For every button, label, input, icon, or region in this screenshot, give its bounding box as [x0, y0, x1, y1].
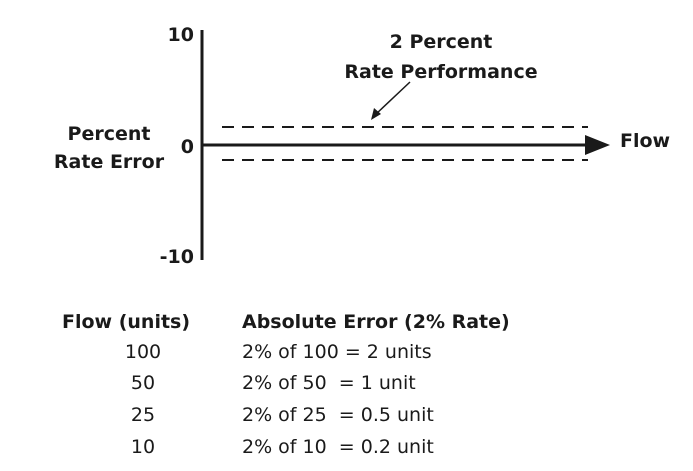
table-header-error: Absolute Error (2% Rate) [242, 311, 510, 333]
table-row-error: 2% of 10 = 0.2 unit [242, 436, 434, 458]
y-tick-top: 10 [167, 24, 194, 46]
table-row-error: 2% of 100 = 2 units [242, 341, 432, 363]
table-row-error: 2% of 25 = 0.5 unit [242, 404, 434, 426]
callout-arrowhead [371, 108, 381, 120]
y-axis-label-line2: Rate Error [53, 151, 165, 173]
x-axis-label: Flow [620, 130, 671, 152]
table-row-flow: 50 [130, 372, 156, 394]
band-title-line1: 2 Percent [389, 31, 493, 53]
y-axis-label-line1: Percent [67, 123, 151, 145]
table-header-flow: Flow (units) [62, 311, 191, 333]
table-row-flow: 25 [130, 404, 156, 426]
band-title-line2: Rate Performance [344, 61, 538, 83]
flow-arrowhead [585, 135, 610, 155]
y-tick-bottom: -10 [159, 246, 194, 268]
callout-arrow-line [374, 81, 411, 116]
table-row-error: 2% of 50 = 1 unit [242, 372, 416, 394]
table-row-flow: 100 [124, 341, 162, 363]
y-tick-zero: 0 [180, 136, 194, 158]
table-row-flow: 10 [130, 436, 156, 458]
